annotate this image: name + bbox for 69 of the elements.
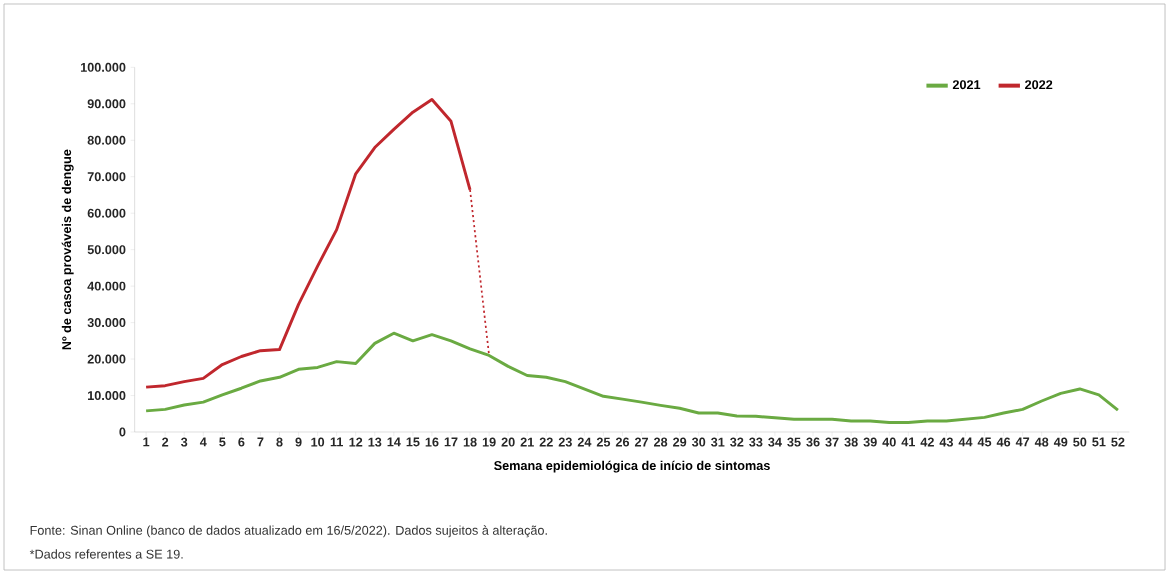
x-tick-label: 27 [634,437,649,447]
x-tick-label: 41 [901,437,915,447]
x-tick-label: 23 [558,437,572,447]
x-tick-label: 18 [463,437,477,447]
y-tick-label: 70.000 [87,172,126,182]
y-tick-label: 10.000 [88,391,126,401]
y-tick-label: 100.000 [80,62,126,72]
x-tick-label: 29 [673,437,687,447]
x-tick-label: 11 [330,437,343,447]
x-tick-label: 3 [180,437,188,447]
x-tick-label: 2 [162,437,169,447]
x-tick-label: 47 [1015,437,1030,447]
x-axis-title: Semana epidemiológica de início de sintomas [494,460,770,473]
x-tick-label: 20 [501,437,515,447]
x-tick-label: 34 [768,437,782,447]
x-tick-label: 28 [653,437,668,447]
x-tick-label: 24 [577,437,592,447]
y-tick-label: 20.000 [87,354,126,364]
y-tick-label: 50.000 [87,245,126,255]
x-tick-label: 38 [844,437,858,447]
x-tick-label: 26 [615,437,630,447]
y-tick-label: 0 [119,427,126,437]
x-tick-label: 7 [257,437,264,447]
x-tick-label: 5 [219,437,226,447]
x-tick-label: 37 [825,437,839,447]
x-tick-label: 40 [882,437,896,447]
x-tick-label: 48 [1034,437,1049,447]
x-tick-label: 52 [1111,437,1125,447]
x-tick-label: 19 [482,437,496,447]
x-tick-label: 17 [444,437,458,447]
x-tick-label: 44 [958,437,973,447]
x-tick-label: 8 [276,437,283,447]
x-tick-label: 9 [295,437,302,447]
x-tick-label: 16 [425,437,439,447]
legend-label: 2021 [952,80,981,90]
y-tick-label: 40.000 [87,281,126,291]
y-tick-label: 90.000 [87,99,126,109]
x-tick-label: 12 [349,437,363,447]
y-axis-title: Nº de casoa prováveis de dengue [61,149,74,350]
y-tick-label: 30.000 [87,318,126,328]
x-tick-label: 31 [711,437,725,447]
x-tick-label: 15 [406,437,420,447]
x-tick-label: 42 [920,437,934,447]
x-tick-label: 32 [730,437,744,447]
x-tick-label: 36 [806,437,820,447]
y-tick-label: 80.000 [87,135,126,145]
x-tick-label: 49 [1053,437,1068,447]
x-tick-label: 33 [749,437,763,447]
y-tick-label: 60.000 [87,208,126,218]
x-tick-label: 43 [939,437,954,447]
x-tick-label: 45 [977,437,992,447]
x-tick-label: 10 [311,437,325,447]
x-tick-label: 6 [238,437,245,447]
x-tick-label: 51 [1092,437,1106,447]
x-tick-label: 21 [520,437,534,447]
x-tick-label: 1 [143,437,150,447]
x-tick-label: 14 [387,437,401,447]
x-tick-label: 13 [368,437,382,447]
x-tick-label: 22 [539,437,553,447]
x-tick-label: 46 [996,437,1011,447]
x-tick-label: 39 [863,437,877,447]
x-tick-label: 30 [691,437,706,447]
text: *Dados referentes a SE 19. [29,549,183,559]
legend-label: 2022 [1025,80,1053,90]
x-tick-label: 4 [199,437,207,447]
x-tick-label: 50 [1073,437,1087,447]
x-tick-label: 25 [596,437,611,447]
source-note: Fonte: Sinan Online (banco de dados atualizado em 16/5/2022). Dados sujeitos à alteração. [30,525,547,538]
x-tick-label: 35 [787,437,801,447]
